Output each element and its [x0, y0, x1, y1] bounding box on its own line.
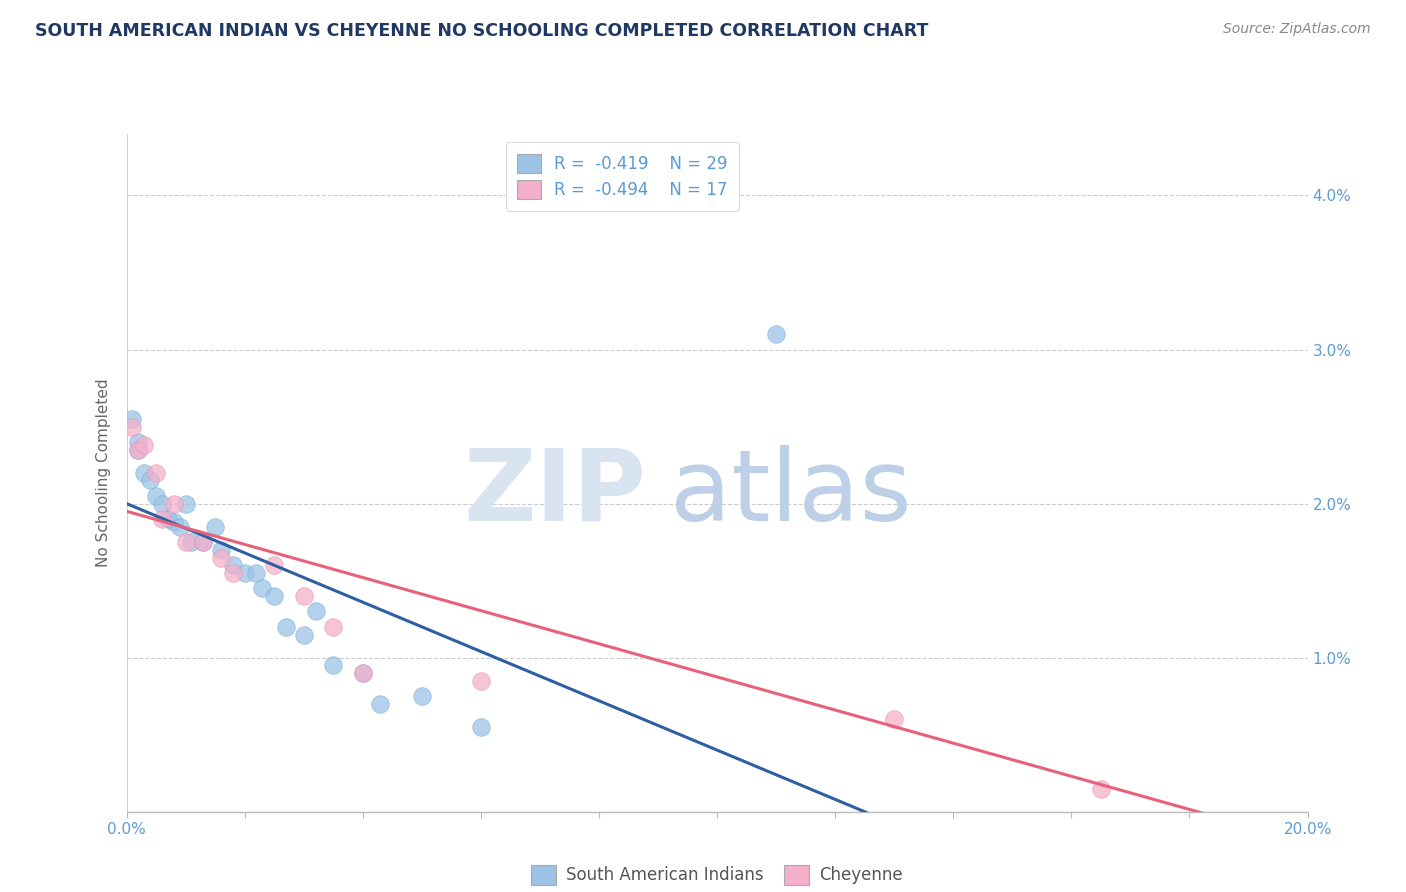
Point: [883, 712, 905, 726]
Point: [292, 627, 315, 641]
Point: [150, 497, 173, 511]
Point: [193, 535, 215, 549]
Point: [411, 689, 433, 703]
Y-axis label: No Schooling Completed: No Schooling Completed: [96, 378, 111, 567]
Point: [322, 658, 344, 673]
Point: [121, 419, 143, 434]
Point: [174, 497, 197, 511]
Point: [127, 442, 149, 457]
Point: [470, 673, 492, 688]
Point: [121, 412, 143, 426]
Point: [145, 489, 167, 503]
Point: [163, 515, 186, 529]
Point: [352, 666, 374, 681]
Point: [233, 566, 256, 580]
Point: [352, 666, 374, 681]
Point: [139, 474, 162, 488]
Legend: South American Indians, Cheyenne: South American Indians, Cheyenne: [524, 858, 910, 891]
Point: [274, 620, 297, 634]
Text: atlas: atlas: [669, 444, 911, 541]
Point: [263, 589, 285, 603]
Point: [322, 620, 344, 634]
Point: [127, 442, 149, 457]
Text: ZIP: ZIP: [464, 444, 647, 541]
Point: [150, 512, 173, 526]
Point: [245, 566, 267, 580]
Point: [209, 550, 232, 565]
Point: [174, 535, 197, 549]
Text: Source: ZipAtlas.com: Source: ZipAtlas.com: [1223, 22, 1371, 37]
Point: [204, 519, 226, 533]
Point: [1090, 781, 1112, 796]
Point: [292, 589, 315, 603]
Point: [470, 720, 492, 734]
Point: [263, 558, 285, 573]
Point: [193, 535, 215, 549]
Point: [156, 512, 179, 526]
Point: [209, 542, 232, 557]
Point: [134, 438, 156, 452]
Point: [222, 566, 245, 580]
Point: [163, 497, 186, 511]
Point: [134, 466, 156, 480]
Point: [180, 535, 202, 549]
Point: [304, 604, 326, 618]
Point: [252, 582, 274, 596]
Point: [169, 519, 191, 533]
Text: SOUTH AMERICAN INDIAN VS CHEYENNE NO SCHOOLING COMPLETED CORRELATION CHART: SOUTH AMERICAN INDIAN VS CHEYENNE NO SCH…: [35, 22, 928, 40]
Point: [765, 327, 787, 342]
Point: [127, 434, 149, 449]
Point: [145, 466, 167, 480]
Point: [222, 558, 245, 573]
Point: [370, 697, 392, 711]
